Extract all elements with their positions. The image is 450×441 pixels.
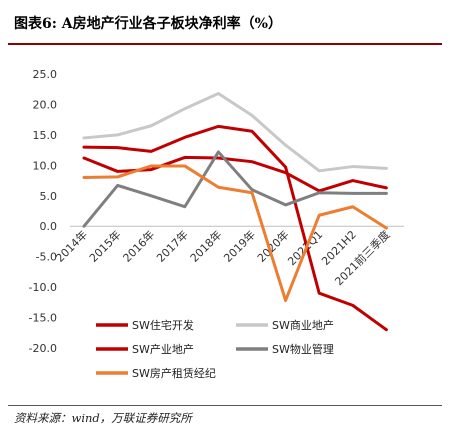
figure-title-bar: 图表6: A房地产行业各子板块净利率（%） [0,0,450,45]
y-axis: 25.0 20.0 15.0 10.0 5.0 0.0 -5.0 -10.0 -15.0 -20.… [29,68,57,355]
y-tick-label: 25.0 [33,68,58,81]
x-axis: 2014年2015年2016年2017年2018年2019年2020年2021Q… [53,225,404,288]
series-line-2 [82,91,388,173]
legend-label: SW房产租赁经纪 [132,366,216,380]
y-tick-label: 10.0 [33,159,58,172]
series-line-5 [82,164,388,303]
y-tick-label: 0.0 [40,220,58,233]
x-tick-label: 2018年 [187,227,224,264]
series-line-3 [82,124,388,332]
legend-label: SW住宅开发 [132,318,194,332]
source-note: 资料来源：wind，万联证券研究所 [14,411,192,425]
x-tick-label: 2015年 [86,227,123,264]
y-tick-label: 5.0 [40,190,58,203]
line-chart: 25.0 20.0 15.0 10.0 5.0 0.0 -5.0 -10.0 -15.0 -20.… [29,68,404,380]
x-tick-label: 2016年 [120,227,157,264]
legend-label: SW产业地产 [132,342,194,356]
series-layer [82,91,388,332]
y-tick-label: -20.0 [29,342,57,355]
footer-rule [8,405,442,406]
x-tick-label: 2014年 [53,227,90,264]
legend-label: SW物业管理 [272,342,334,356]
legend-label: SW商业地产 [272,318,334,332]
y-tick-label: -10.0 [29,281,57,294]
series-line-4 [82,150,388,228]
y-tick-label: -5.0 [36,251,57,264]
y-tick-label: -15.0 [29,312,57,325]
title-underline [8,43,442,45]
legend: SW住宅开发 SW商业地产 SW产业地产 SW物业管理 SW房产租赁经纪 [96,318,334,380]
y-tick-label: 15.0 [33,129,58,142]
figure-title: 图表6: A房地产行业各子板块净利率（%） [14,16,282,32]
y-tick-label: 20.0 [33,98,58,111]
x-tick-label: 2019年 [221,227,258,264]
x-tick-label: 2017年 [153,227,190,264]
